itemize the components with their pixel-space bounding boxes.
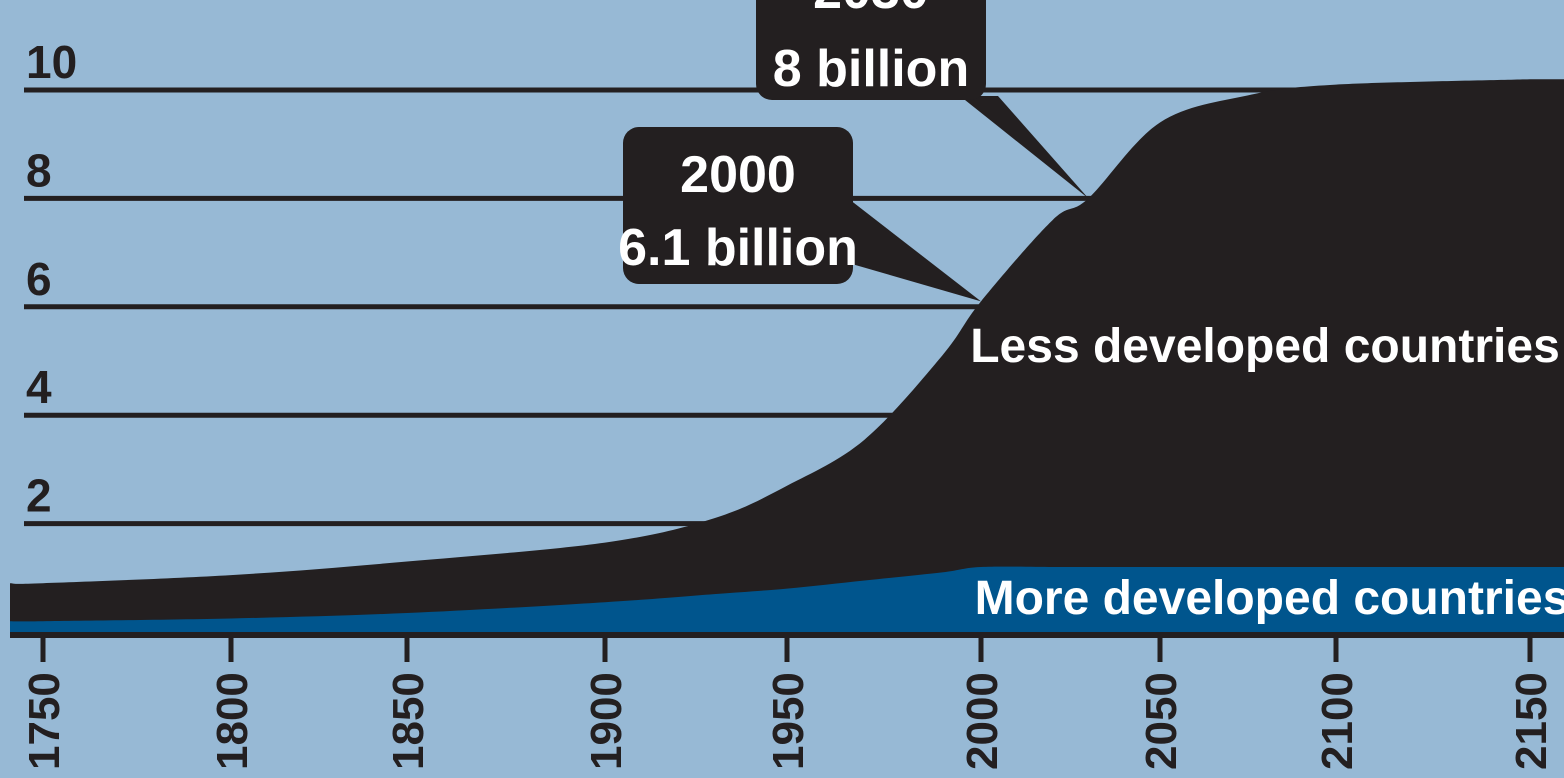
x-tick-label-2000: 2000 <box>958 672 1007 770</box>
callout-pointer-2000 <box>845 196 981 302</box>
callout-2000: 2000 6.1 billion <box>618 127 981 302</box>
y-tick-label-2: 2 <box>26 470 52 522</box>
callout-2030: 2030 8 billion <box>756 0 1089 199</box>
series-labels: Less developed countries More developed c… <box>970 320 1564 625</box>
x-tick-label-2050: 2050 <box>1137 672 1186 770</box>
callouts: 2030 8 billion 2000 6.1 billion <box>618 0 1089 302</box>
callout-box-2000 <box>623 127 853 284</box>
callout-year-2030: 2030 <box>813 0 929 20</box>
x-tick-label-2100: 2100 <box>1313 672 1362 770</box>
x-tick-label-1950: 1950 <box>764 672 813 770</box>
y-tick-label-8: 8 <box>26 144 52 196</box>
callout-value-2000: 6.1 billion <box>618 219 858 277</box>
y-tick-label-4: 4 <box>26 361 52 413</box>
callout-box-2030 <box>756 0 986 100</box>
x-tick-label-2150: 2150 <box>1507 672 1556 770</box>
x-tick-label-1750: 1750 <box>20 672 69 770</box>
label-more-developed: More developed countries <box>975 572 1564 625</box>
y-tick-label-6: 6 <box>26 253 52 305</box>
y-tick-label-10: 10 <box>26 36 77 88</box>
x-tick-label-1900: 1900 <box>582 672 631 770</box>
y-axis-labels: 0246810 <box>26 36 77 630</box>
callout-value-2030: 8 billion <box>773 40 969 98</box>
x-tick-label-1850: 1850 <box>384 672 433 770</box>
label-less-developed: Less developed countries <box>970 320 1560 373</box>
callout-year-2000: 2000 <box>680 146 796 204</box>
series-area-more-developed <box>10 566 1564 632</box>
series-area-less-developed <box>10 79 1564 632</box>
x-tick-label-1800: 1800 <box>208 672 257 770</box>
x-axis: 1750 1800 1850 1900 1950 2000 2050 2100 2150 <box>20 632 1556 770</box>
callout-pointer-2030 <box>960 96 1089 199</box>
